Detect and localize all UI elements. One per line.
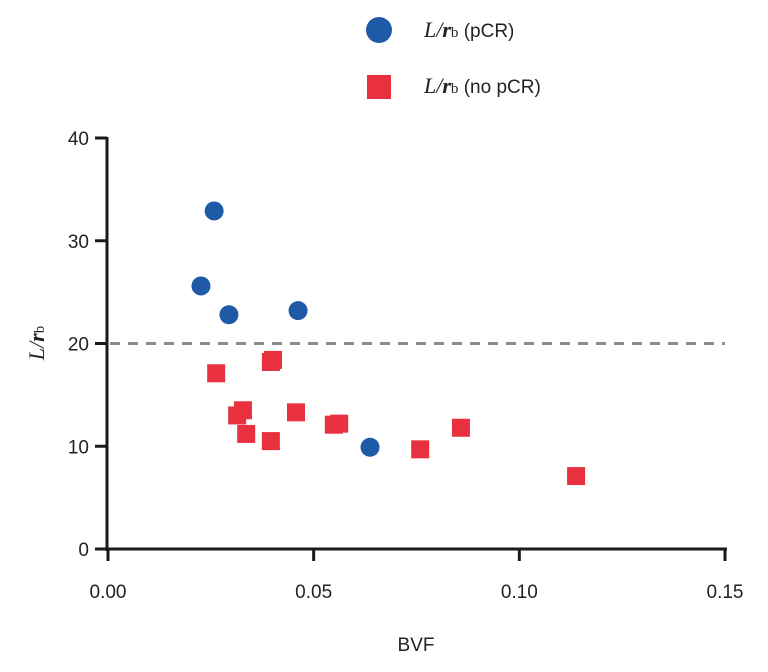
- data-point-no-pcr: [411, 440, 430, 459]
- data-point-no-pcr: [567, 467, 586, 486]
- data-point-no-pcr: [263, 350, 282, 369]
- legend-label-pcr: L/rb (pCR): [423, 17, 514, 42]
- data-point-no-pcr: [286, 403, 305, 422]
- x-tick-label: 0.00: [90, 582, 127, 603]
- legend-item-no-pcr: L/rb (no pCR): [367, 73, 541, 99]
- data-point-no-pcr: [237, 424, 256, 443]
- legend-label-no-pcr: L/rb (no pCR): [423, 73, 541, 98]
- x-tick-label: 0.10: [501, 582, 538, 603]
- data-point-no-pcr: [261, 432, 280, 451]
- y-tick-label: 20: [68, 335, 89, 356]
- data-point-pcr: [288, 301, 308, 321]
- data-point-pcr: [360, 437, 380, 457]
- legend: L/rb (pCR) L/rb (no pCR): [366, 17, 541, 99]
- data-point-no-pcr: [233, 401, 252, 420]
- data-point-pcr: [219, 305, 239, 325]
- x-tick-label: 0.15: [707, 582, 744, 603]
- data-point-no-pcr: [451, 418, 470, 437]
- legend-marker-circle: [366, 17, 392, 43]
- y-tick-label: 0: [78, 540, 89, 561]
- y-tick-label: 30: [68, 232, 89, 253]
- legend-marker-square: [367, 75, 391, 99]
- x-axis-label: BVF: [398, 635, 435, 656]
- data-point-pcr: [191, 276, 211, 296]
- data-points: [191, 201, 586, 486]
- x-tick-label: 0.05: [295, 582, 332, 603]
- x-ticks: 0.00 0.05 0.10 0.15: [90, 549, 744, 603]
- y-tick-label: 10: [68, 437, 89, 458]
- y-ticks: 0 10 20 30 40: [68, 129, 107, 561]
- data-point-pcr: [204, 201, 224, 221]
- y-axis-label: L/rb: [24, 326, 49, 361]
- y-tick-label: 40: [68, 129, 89, 150]
- data-point-no-pcr: [330, 414, 349, 433]
- data-point-no-pcr: [207, 364, 226, 383]
- legend-item-pcr: L/rb (pCR): [366, 17, 514, 43]
